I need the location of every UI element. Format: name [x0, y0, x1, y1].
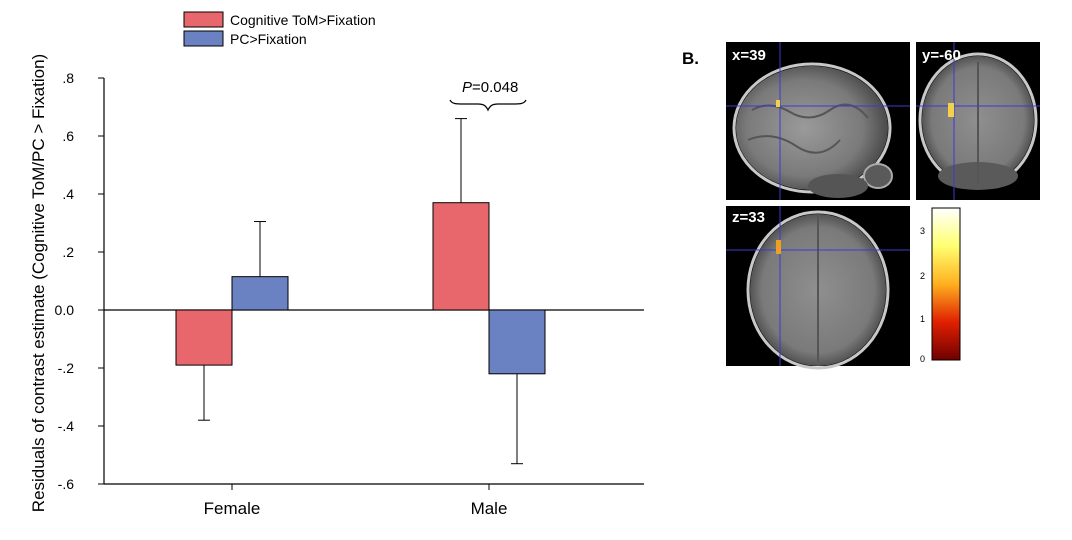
panel-b: B. x=39 y=-60	[682, 42, 1040, 370]
legend-swatch-series-1	[183, 11, 224, 28]
panel-b-label: B.	[682, 49, 699, 68]
bar-male-series-2	[488, 309, 546, 375]
bar-female-series-1	[175, 309, 233, 366]
y-tick-label: .4	[62, 186, 74, 202]
coronal-coordinate-label: y=-60	[922, 47, 961, 64]
y-axis-label: Residuals of contrast estimate (Cognitiv…	[29, 54, 48, 512]
y-tick-label: 0.0	[55, 302, 75, 318]
brain-coronal-view: y=-60	[916, 42, 1040, 200]
bar-chart-plot: .8 .6 .4 .2 0.0 -.2 -.4 -.6 Female Male	[55, 70, 644, 518]
sagittal-coordinate-label: x=39	[732, 47, 766, 64]
p-value-label: P=0.048	[462, 79, 518, 96]
y-tick-label: -.6	[58, 476, 75, 492]
y-tick-label: .2	[62, 244, 74, 260]
y-tick-label: -.2	[58, 360, 75, 376]
colorbar-gradient	[931, 207, 961, 361]
colorbar-tick-2: 2	[920, 271, 925, 281]
y-tick-label: .8	[62, 70, 74, 86]
colorbar-tick-0: 0	[920, 354, 925, 364]
x-category-label-female: Female	[204, 499, 261, 518]
bar-female-series-2	[231, 276, 289, 311]
legend-label-series-1: Cognitive ToM>Fixation	[230, 12, 376, 28]
significance-annotation: P=0.048	[449, 79, 527, 112]
brain-sagittal-view: x=39	[726, 42, 910, 200]
y-tick-label: -.4	[58, 418, 75, 434]
x-category-label-male: Male	[471, 499, 508, 518]
colorbar-tick-3: 3	[920, 226, 925, 236]
colorbar-tick-1: 1	[920, 314, 925, 324]
legend-label-series-2: PC>Fixation	[230, 31, 307, 47]
legend-swatch-series-2	[183, 30, 224, 47]
y-tick-label: .6	[62, 128, 74, 144]
brain-axial-view: z=33	[726, 206, 910, 370]
legend: Cognitive ToM>Fixation PC>Fixation	[183, 11, 376, 47]
significance-brace	[449, 99, 527, 112]
bar-male-series-1	[432, 202, 490, 311]
axial-coordinate-label: z=33	[732, 209, 765, 226]
colorbar: 3 2 1 0	[920, 207, 961, 364]
